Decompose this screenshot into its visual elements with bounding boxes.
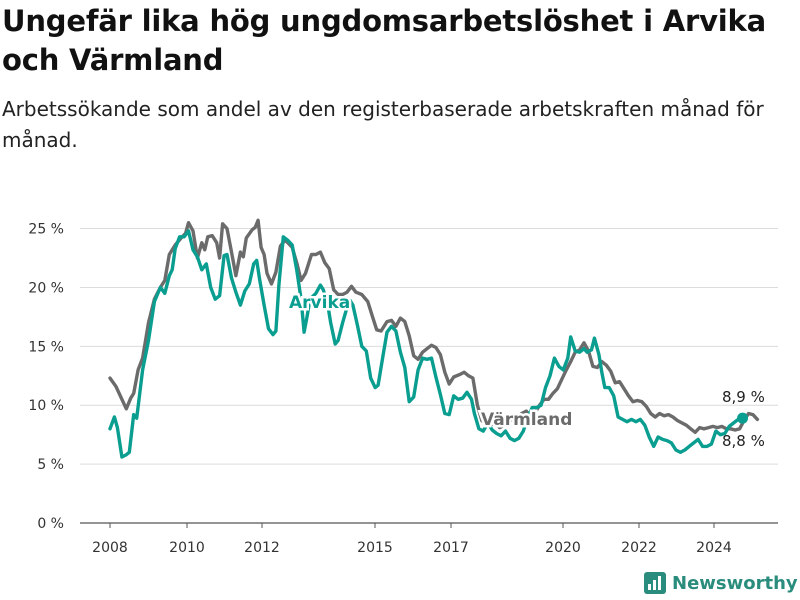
- newsworthy-brand: Newsworthy: [644, 568, 798, 598]
- x-tick-label: 2010: [169, 540, 205, 556]
- x-tick-label: 2008: [92, 540, 128, 556]
- series-line-arvika: [108, 229, 745, 459]
- x-tick-label: 2012: [244, 540, 280, 556]
- series-line-vrmland: [108, 218, 760, 434]
- y-tick-label: 0 %: [37, 516, 64, 532]
- x-tick-label: 2022: [621, 540, 657, 556]
- y-tick-label: 25 %: [28, 222, 64, 238]
- series-label-varmland: Värmland: [481, 410, 572, 430]
- newsworthy-logo-icon: [644, 572, 666, 594]
- series-lines: [108, 218, 760, 459]
- y-tick-label: 15 %: [28, 339, 64, 355]
- x-tick-label: 2015: [357, 540, 393, 556]
- x-tick-label: 2017: [433, 540, 469, 556]
- x-tick-label: 2020: [545, 540, 581, 556]
- grid-lines: [80, 228, 778, 524]
- end-label-varmland: 8,8 %: [722, 432, 765, 450]
- y-tick-label: 20 %: [28, 280, 64, 296]
- chart-subtitle: Arbetssökande som andel av den registerb…: [2, 97, 764, 152]
- end-label-arvika: 8,9 %: [722, 388, 765, 406]
- y-tick-label: 5 %: [37, 457, 64, 473]
- brand-name: Newsworthy: [672, 572, 798, 594]
- y-tick-label: 10 %: [28, 398, 64, 414]
- chart-title: Ungefär lika hög ungdomsarbetslöshet i A…: [2, 4, 766, 77]
- x-axis-ticks: 2008 2010 2012 2015 2017 2020 2022 2024: [92, 523, 732, 556]
- y-axis-ticks: 0 % 5 % 10 % 15 % 20 % 25 %: [28, 222, 64, 532]
- series-label-arvika: Arvika: [289, 293, 350, 313]
- x-tick-label: 2024: [696, 540, 732, 556]
- arvika-end-marker: [737, 412, 749, 424]
- series-labels: Arvika Värmland 8,9 % 8,8 %: [287, 291, 765, 451]
